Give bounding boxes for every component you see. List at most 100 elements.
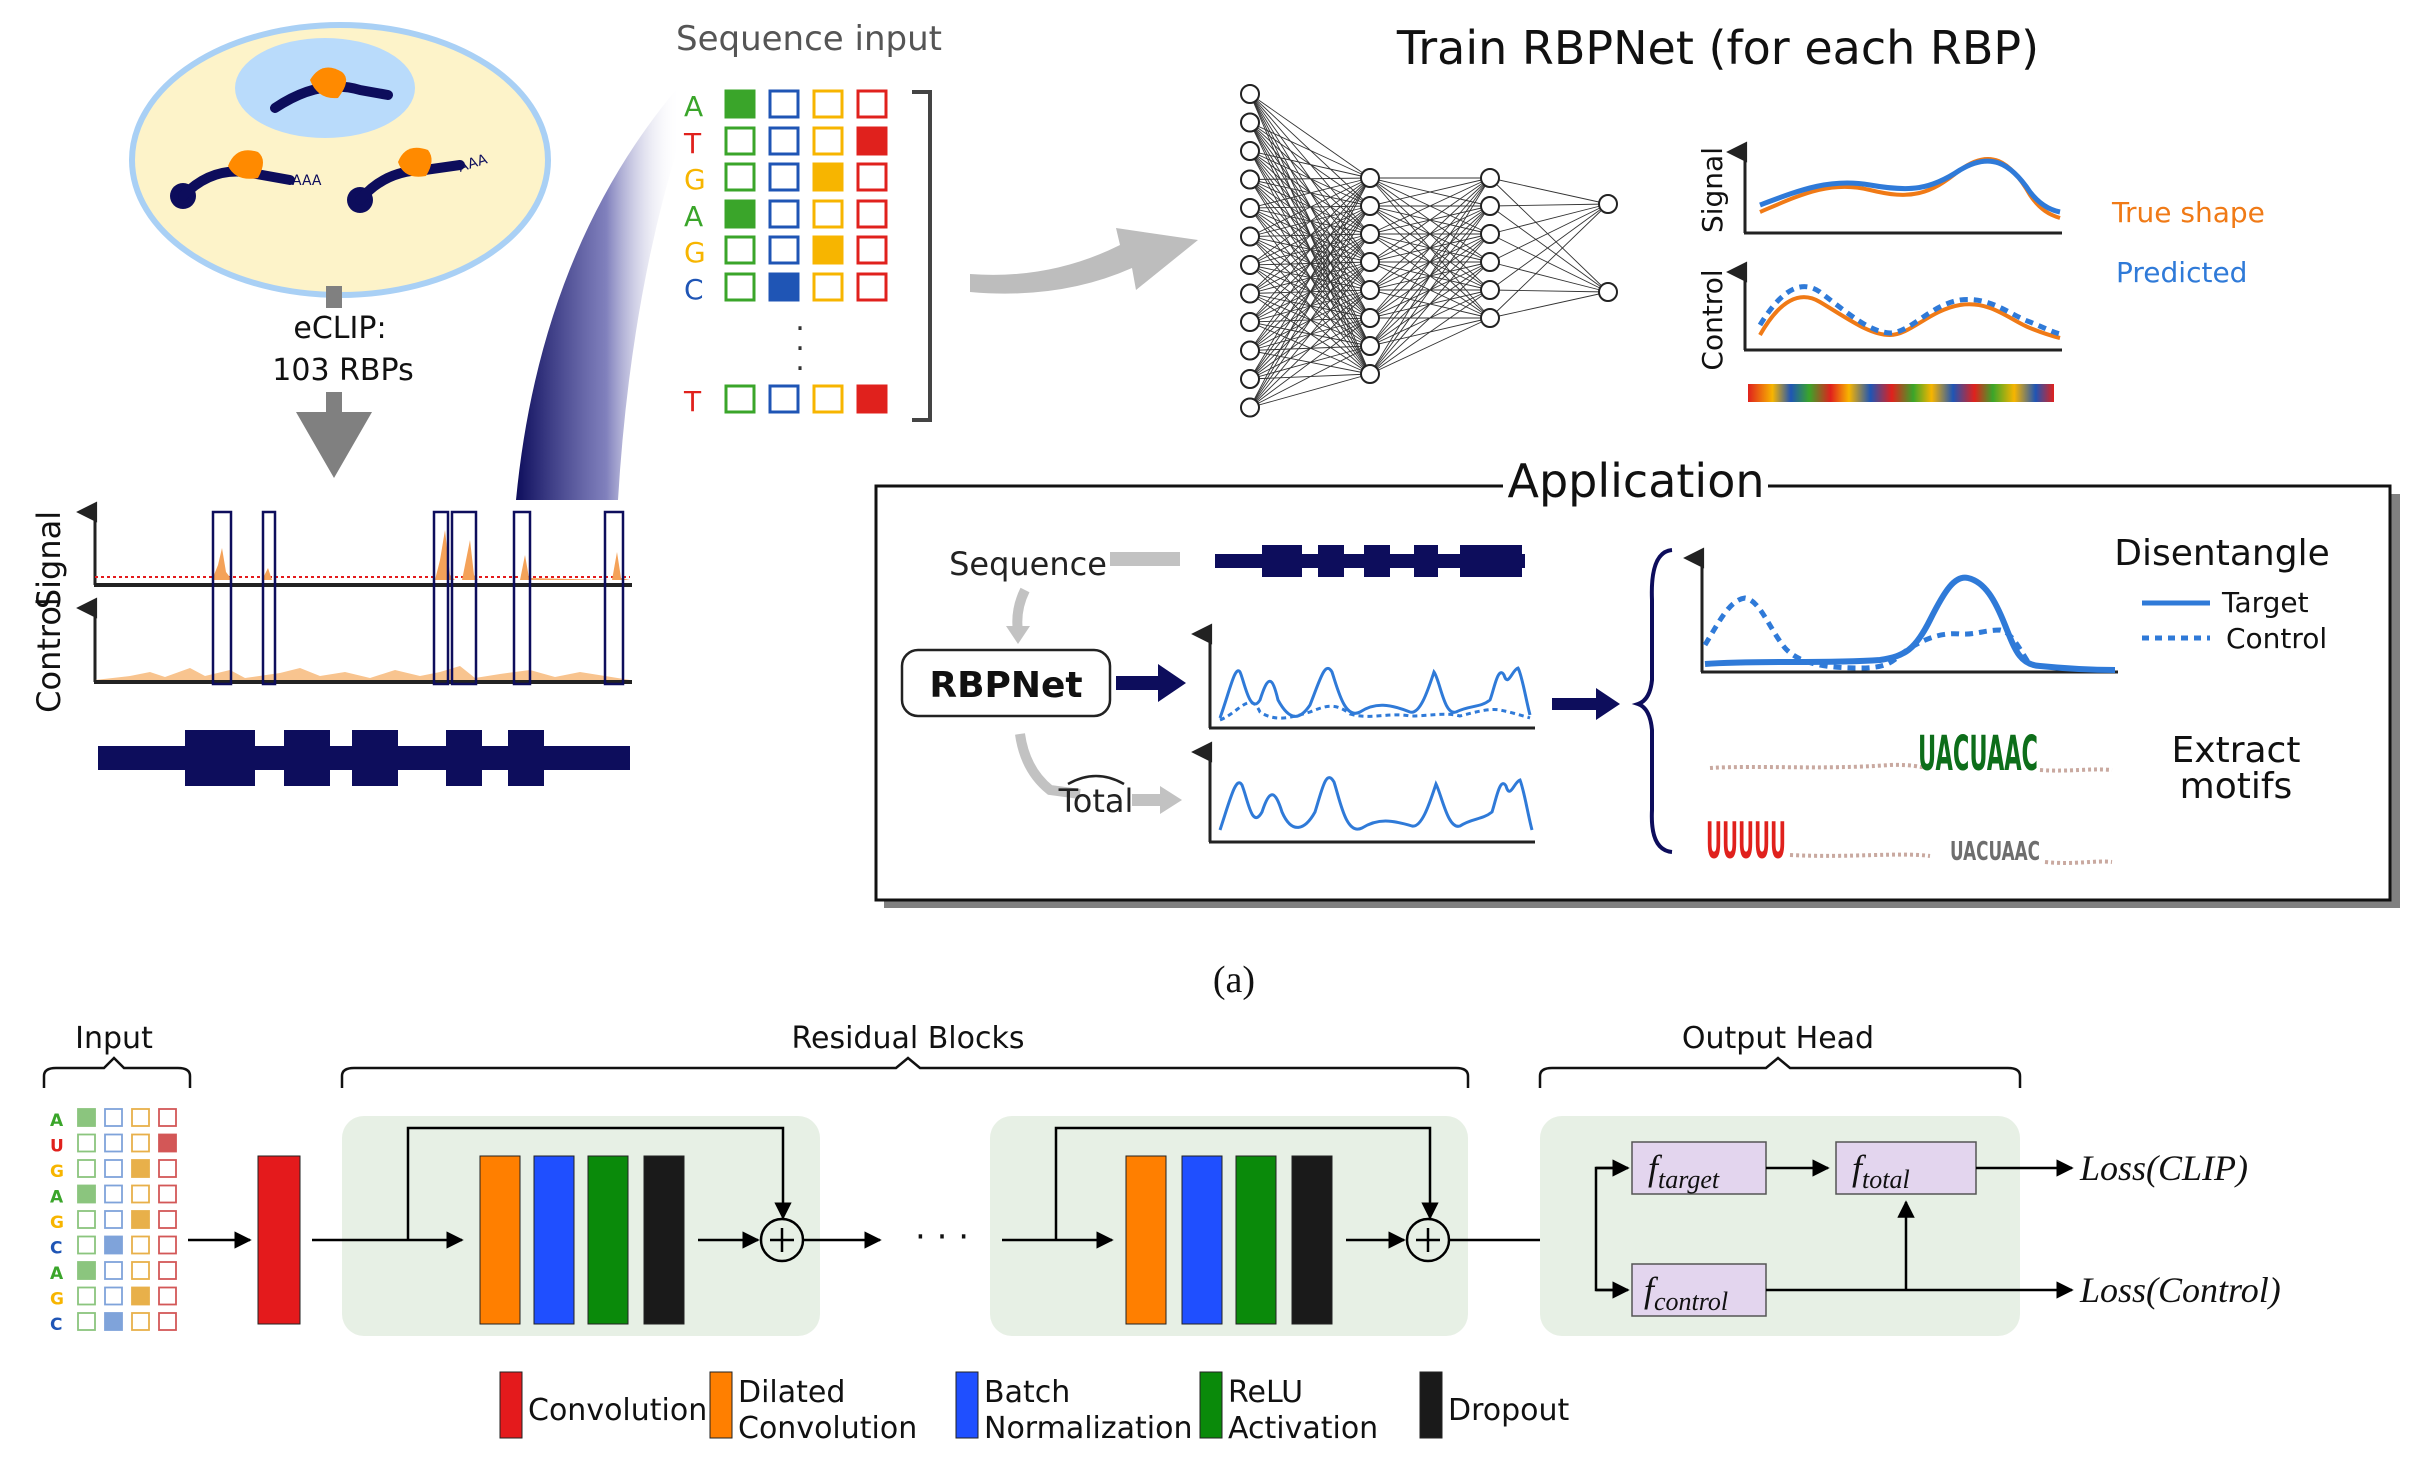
zoom-wedge <box>516 85 680 500</box>
onehot-bracket <box>912 90 932 422</box>
network-node <box>1598 282 1618 302</box>
residual-block-1 <box>342 1116 820 1336</box>
motif-control-text-2: UACUAAC <box>1950 837 2040 867</box>
network-edge <box>1249 177 1371 266</box>
onehot-cell <box>768 199 800 229</box>
input-onehot-cell <box>77 1210 96 1229</box>
output-curly-brace <box>1631 548 1673 854</box>
network-edge <box>1369 177 1491 235</box>
residual-bracket <box>340 1056 1470 1088</box>
network-node <box>1240 226 1260 247</box>
network-edge <box>1489 203 1609 207</box>
input-base-label: A <box>50 1111 64 1131</box>
input-onehot-cell <box>77 1286 96 1306</box>
control-track-fill <box>95 666 630 680</box>
output-bracket <box>1538 1056 2022 1088</box>
input-onehot-cell <box>131 1312 150 1331</box>
onehot-cell <box>768 235 800 265</box>
input-onehot-cell <box>131 1210 150 1229</box>
input-onehot-cell <box>77 1108 96 1127</box>
true-shape-control <box>1758 295 2061 340</box>
onehot-vdots-3: . <box>795 343 805 378</box>
cell-illustration: AAA AAA <box>129 22 551 298</box>
network-edge <box>1369 261 1491 375</box>
onehot-cell <box>856 89 888 119</box>
input-onehot-cell <box>104 1108 123 1127</box>
input-onehot-cell <box>131 1235 150 1255</box>
onehot-cell <box>856 199 888 229</box>
legend-swatch <box>499 1371 523 1439</box>
network-node <box>1480 280 1500 300</box>
input-onehot-cell <box>104 1312 123 1331</box>
input-onehot-cell <box>131 1108 150 1127</box>
network-node <box>1240 169 1260 190</box>
legend-true-shape: True shape <box>2111 196 2265 229</box>
input-base-label: G <box>50 1162 64 1182</box>
input-onehot-cell <box>158 1108 177 1127</box>
gene-model-app <box>1215 545 1525 577</box>
rbpnet-output-arrow <box>1116 664 1186 702</box>
network-edge <box>1369 177 1491 263</box>
input-base-label: G <box>50 1213 64 1233</box>
network-node <box>1240 369 1260 389</box>
output-head-label: Output Head <box>1682 1021 1874 1056</box>
dropout-1 <box>643 1155 685 1325</box>
onehot-cell <box>724 384 756 414</box>
conv-layer <box>257 1155 301 1325</box>
network-edge <box>1369 177 1491 319</box>
network-node <box>1240 255 1260 275</box>
eclip-tracks: Signal Control <box>30 501 632 786</box>
network-edge <box>1249 177 1371 323</box>
onehot-vdots-1: . <box>795 303 805 338</box>
legend-label: Dropout <box>1448 1393 1570 1428</box>
onehot-cell <box>856 235 888 265</box>
rbp-2 <box>398 147 432 177</box>
network-node <box>1360 364 1380 384</box>
network-edge <box>1489 203 1609 235</box>
onehot-cell <box>856 272 888 302</box>
legend-label: Dilated <box>738 1375 845 1410</box>
input-base-label: C <box>50 1315 62 1335</box>
ellipsis: · · · <box>915 1217 969 1257</box>
input-onehot-cell <box>131 1261 150 1280</box>
network-edge <box>1489 203 1609 291</box>
eclip-rbp-count: 103 RBPs <box>272 353 413 388</box>
legend-swatch <box>1419 1371 1443 1439</box>
input-base-label: C <box>50 1239 62 1259</box>
app-total-label: Total <box>1058 782 1134 820</box>
network-edge <box>1369 177 1491 207</box>
legend-label: Convolution <box>528 1393 707 1428</box>
network-node <box>1240 84 1260 104</box>
app-target-trace <box>1218 666 1532 719</box>
residual-block-n <box>990 1116 1468 1336</box>
legend-control: Control <box>2226 622 2327 655</box>
input-base-label: A <box>50 1264 64 1284</box>
network-node <box>1360 336 1380 356</box>
track-control-label: Control <box>30 597 68 713</box>
legend-swatch <box>955 1371 979 1439</box>
add-node-n <box>1405 1217 1451 1263</box>
f-target-box <box>1631 1141 1767 1195</box>
onehot-base-label: C <box>684 273 704 306</box>
skip-connection-1 <box>406 1126 792 1240</box>
network-edge <box>1249 289 1371 408</box>
residual-label: Residual Blocks <box>792 1021 1025 1056</box>
network-node <box>1240 312 1260 332</box>
legend-target: Target <box>2221 586 2309 619</box>
input-onehot-cell <box>104 1286 123 1306</box>
sequence-input-title: Sequence input <box>676 19 942 59</box>
onehot-cell <box>724 272 756 302</box>
network-node <box>1360 224 1380 244</box>
network-edge <box>1369 177 1491 375</box>
neural-network: Train RBPNet (for each RBP) <box>1240 21 2039 418</box>
input-onehot-cell <box>131 1184 150 1204</box>
network-node <box>1240 397 1260 418</box>
nuclear-rbp <box>310 67 347 99</box>
network-edge <box>1489 203 1609 319</box>
input-onehot-cell <box>158 1210 177 1229</box>
application-title: Application <box>1507 454 1764 508</box>
motif-control-text: UUUUU <box>1706 812 1786 870</box>
loss-clip: Loss(CLIP) <box>2079 1148 2248 1188</box>
app-total-trace <box>1218 776 1534 831</box>
